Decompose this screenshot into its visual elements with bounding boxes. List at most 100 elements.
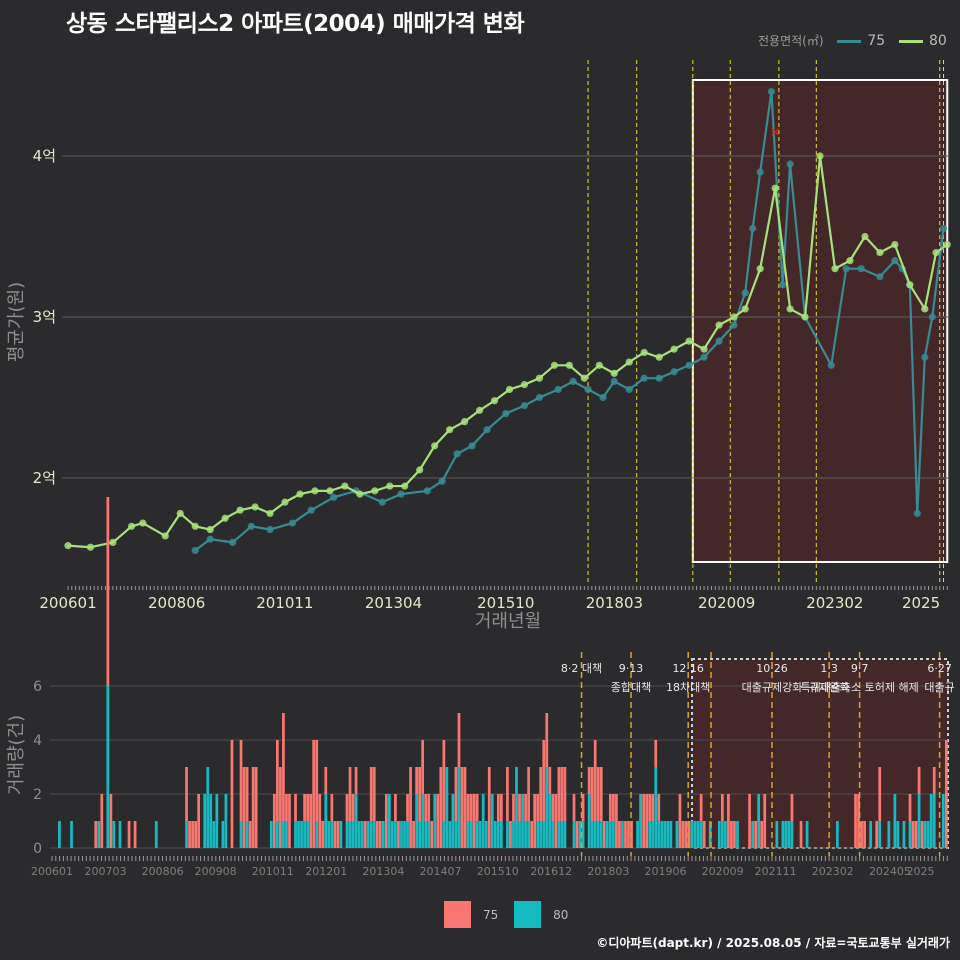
data-point-80: [139, 519, 147, 527]
volume-bar-80: [493, 821, 497, 848]
volume-bar-80: [932, 794, 936, 848]
volume-bar-80: [245, 821, 249, 848]
legend-label-75: 75: [867, 33, 886, 49]
volume-bar-80: [941, 794, 945, 848]
y-tick-label: 4억: [33, 147, 56, 165]
volume-x-tick-label: 200703: [84, 865, 126, 878]
data-point-75: [939, 224, 948, 233]
data-point-80: [161, 532, 169, 540]
volume-bar-75: [533, 794, 537, 848]
volume-bar-75: [100, 794, 104, 848]
event-label-sub: 특례대출축소 토허제 해제: [800, 680, 918, 694]
data-point-80: [64, 542, 72, 550]
data-point-80: [756, 265, 764, 273]
volume-bar-80: [539, 821, 543, 848]
volume-bar-75: [409, 767, 412, 848]
volume-bar-75: [185, 767, 188, 821]
volume-bar-75: [557, 767, 561, 821]
data-point-80: [943, 240, 951, 249]
volume-x-tick-label: 202302: [812, 865, 854, 878]
volume-bar-75: [369, 767, 373, 821]
volume-bar-75: [681, 821, 685, 848]
volume-bar-75: [572, 794, 576, 821]
volume-bar-80: [400, 821, 403, 848]
volume-bar-75: [615, 794, 618, 848]
volume-bar-80: [608, 821, 612, 848]
data-point-80: [311, 487, 319, 495]
volume-bar-80: [203, 794, 207, 848]
data-point-75: [741, 289, 749, 297]
volume-bar-75: [133, 821, 137, 848]
volume-bar-80: [466, 821, 470, 848]
data-point-80: [715, 321, 723, 329]
data-point-75: [535, 393, 544, 402]
volume-bar-80: [303, 821, 306, 848]
volume-bar-75: [799, 821, 803, 848]
volume-bar-80: [300, 821, 303, 848]
volume-bar-75: [651, 794, 655, 821]
legend-swatch-75: [837, 40, 862, 43]
volume-bar-80: [902, 821, 906, 848]
volume-bar-80: [724, 821, 727, 848]
volume-bar-75: [427, 794, 431, 821]
volume-bar-80: [433, 794, 437, 848]
x-tick-label: 202009: [698, 594, 755, 612]
data-point-80: [446, 426, 454, 434]
volume-bar-75: [914, 821, 918, 848]
volume-bar-75: [384, 794, 388, 848]
data-point-75: [756, 168, 764, 176]
volume-bar-75: [378, 821, 382, 848]
data-point-80: [861, 232, 869, 241]
legend-title: 전용면적(㎡): [758, 34, 824, 48]
volume-bar-75: [512, 794, 515, 821]
volume-bar-75: [618, 821, 621, 848]
data-point-80: [505, 385, 514, 394]
volume-bar-75: [536, 794, 540, 821]
volume-bar-75: [875, 821, 879, 848]
event-label: 8·2 대책: [561, 662, 602, 675]
data-point-75: [266, 525, 274, 534]
volume-bar-80: [372, 821, 376, 848]
volume-bar-75: [351, 794, 355, 821]
volume-bar-75: [288, 794, 291, 848]
volume-bar-80: [836, 821, 839, 848]
volume-bar-80: [521, 794, 524, 848]
volume-bar-80: [306, 821, 309, 848]
volume-bar-80: [224, 794, 228, 848]
data-point-75: [191, 546, 199, 555]
volume-bar-80: [506, 821, 509, 848]
volume-bar-75: [397, 821, 400, 848]
volume-x-tick-label: 202009: [702, 865, 744, 878]
data-point-75: [438, 477, 446, 485]
volume-bar-75: [624, 821, 627, 848]
data-point-75: [685, 361, 693, 369]
volume-bar-80: [557, 821, 561, 848]
data-point-75: [584, 385, 592, 394]
volume-bar-75: [554, 794, 558, 848]
volume-bar-75: [336, 821, 340, 848]
volume-bar-80: [660, 821, 664, 848]
volume-bar-80: [805, 821, 809, 848]
data-point-80: [206, 525, 214, 534]
volume-bar-75: [917, 767, 921, 794]
data-point-75: [655, 374, 663, 382]
volume-bar-75: [524, 794, 527, 821]
volume-x-tick-label: 201407: [420, 865, 462, 878]
data-point-80: [580, 374, 588, 382]
volume-y-tick-label: 6: [33, 679, 42, 695]
volume-bar-75: [436, 794, 440, 848]
event-label: 12·16: [672, 662, 704, 675]
volume-bar-80: [775, 821, 779, 848]
data-point-80: [236, 506, 244, 514]
volume-bar-80: [206, 767, 210, 848]
volume-bar-75: [733, 821, 736, 848]
event-label: 1·3: [820, 662, 838, 675]
event-label: 9·13: [619, 662, 644, 675]
volume-bar-75: [282, 713, 285, 821]
data-point-80: [356, 490, 364, 498]
highlight-region: [691, 79, 949, 563]
volume-x-tick-label: 200601: [31, 865, 73, 878]
volume-bar-80: [757, 794, 761, 848]
data-point-80: [371, 487, 379, 495]
data-point-75: [483, 426, 491, 434]
